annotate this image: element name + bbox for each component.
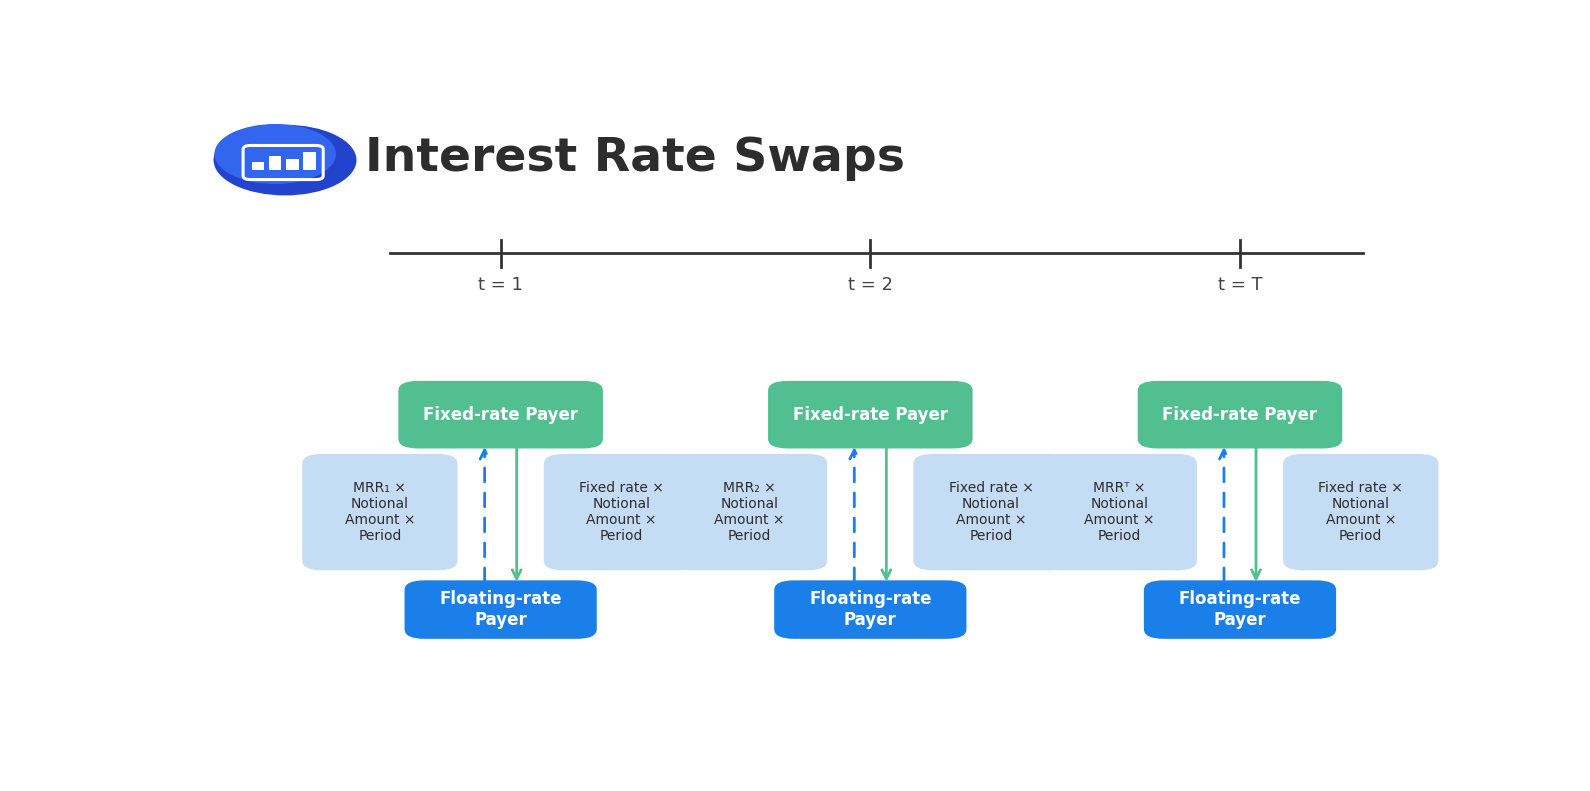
- Text: t = 2: t = 2: [847, 276, 894, 294]
- FancyBboxPatch shape: [673, 454, 827, 570]
- Circle shape: [215, 124, 335, 184]
- Text: Fixed rate ×
Notional
Amount ×
Period: Fixed rate × Notional Amount × Period: [949, 481, 1034, 543]
- Text: Fixed rate ×
Notional
Amount ×
Period: Fixed rate × Notional Amount × Period: [579, 481, 665, 543]
- FancyBboxPatch shape: [1283, 454, 1439, 570]
- FancyBboxPatch shape: [774, 581, 967, 639]
- FancyBboxPatch shape: [404, 581, 596, 639]
- Text: Fixed-rate Payer: Fixed-rate Payer: [793, 406, 948, 424]
- FancyBboxPatch shape: [1143, 581, 1336, 639]
- Text: MRRᵀ ×
Notional
Amount ×
Period: MRRᵀ × Notional Amount × Period: [1084, 481, 1154, 543]
- FancyBboxPatch shape: [251, 162, 264, 170]
- Text: Floating-rate
Payer: Floating-rate Payer: [809, 590, 932, 629]
- FancyBboxPatch shape: [1041, 454, 1197, 570]
- FancyBboxPatch shape: [544, 454, 700, 570]
- Text: Fixed rate ×
Notional
Amount ×
Period: Fixed rate × Notional Amount × Period: [1318, 481, 1404, 543]
- FancyBboxPatch shape: [1138, 381, 1342, 448]
- FancyBboxPatch shape: [304, 152, 316, 170]
- Circle shape: [213, 125, 356, 195]
- Text: Interest Rate Swaps: Interest Rate Swaps: [366, 136, 905, 181]
- FancyBboxPatch shape: [399, 381, 603, 448]
- Text: Floating-rate
Payer: Floating-rate Payer: [439, 590, 561, 629]
- Text: Floating-rate
Payer: Floating-rate Payer: [1178, 590, 1301, 629]
- FancyBboxPatch shape: [768, 381, 973, 448]
- FancyBboxPatch shape: [302, 454, 458, 570]
- Text: t = T: t = T: [1218, 276, 1262, 294]
- FancyBboxPatch shape: [913, 454, 1068, 570]
- Text: t = 1: t = 1: [479, 276, 523, 294]
- Text: MRR₂ ×
Notional
Amount ×
Period: MRR₂ × Notional Amount × Period: [714, 481, 785, 543]
- Text: MRR₁ ×
Notional
Amount ×
Period: MRR₁ × Notional Amount × Period: [345, 481, 415, 543]
- Text: Fixed-rate Payer: Fixed-rate Payer: [1162, 406, 1318, 424]
- FancyBboxPatch shape: [286, 160, 299, 170]
- FancyBboxPatch shape: [269, 157, 281, 170]
- Text: Fixed-rate Payer: Fixed-rate Payer: [423, 406, 579, 424]
